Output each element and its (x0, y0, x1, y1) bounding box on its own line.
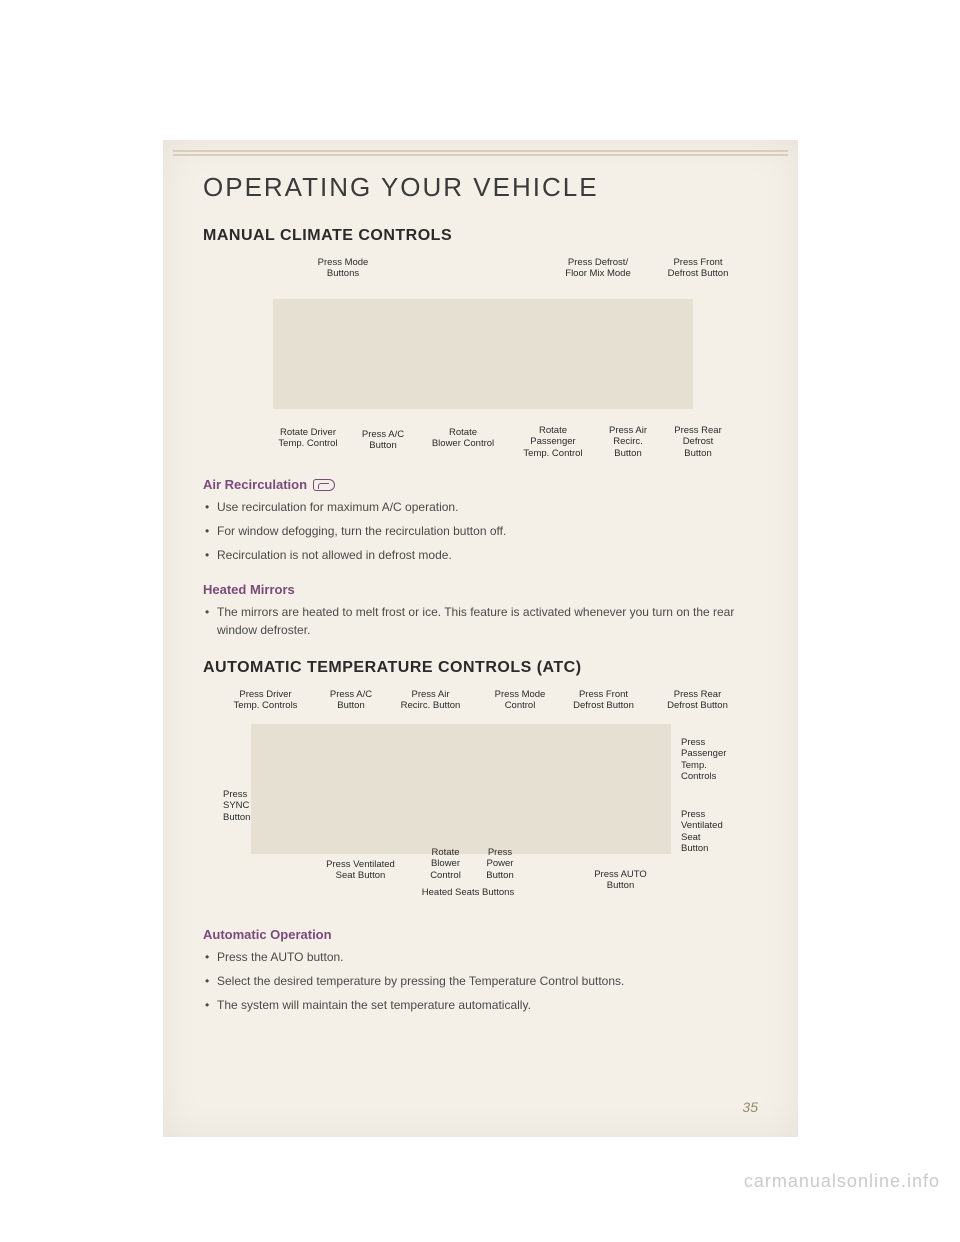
diagram-label: Press Rear Defrost Button (655, 689, 740, 712)
list-item: Use recirculation for maximum A/C operat… (217, 498, 758, 516)
watermark: carmanualsonline.info (744, 1171, 940, 1192)
diagram-label: Rotate Blower Control (418, 847, 473, 881)
diagram-label: Press Mode Control (485, 689, 555, 712)
diagram-label: Press A/C Button (321, 689, 381, 712)
diagram-label: Press Power Button (475, 847, 525, 881)
diagram-label: Press Front Defrost Button (561, 689, 646, 712)
bullets-automatic-operation: Press the AUTO button. Select the desired… (203, 948, 758, 1014)
subheading-text: Automatic Operation (203, 927, 332, 942)
bullets-heated-mirrors: The mirrors are heated to melt frost or … (203, 603, 758, 639)
diagram-label: Press SYNC Button (223, 789, 273, 823)
diagram-label: Press Front Defrost Button (653, 257, 743, 280)
diagram-label: Press A/C Button (353, 429, 413, 452)
diagram-atc: Press Driver Temp. Controls Press A/C But… (203, 689, 758, 907)
subheading-heated-mirrors: Heated Mirrors (203, 582, 758, 597)
list-item: The system will maintain the set tempera… (217, 996, 758, 1014)
diagram-label: Rotate Driver Temp. Control (268, 427, 348, 450)
diagram-label: Heated Seats Buttons (403, 887, 533, 898)
diagram-image-placeholder (251, 724, 671, 854)
diagram-label: Press Ventilated Seat Button (313, 859, 408, 882)
section-heading-atc: AUTOMATIC TEMPERATURE CONTROLS (ATC) (203, 659, 758, 677)
list-item: The mirrors are heated to melt frost or … (217, 603, 758, 639)
list-item: Select the desired temperature by pressi… (217, 972, 758, 990)
subheading-air-recirculation: Air Recirculation (203, 477, 758, 492)
list-item: Recirculation is not allowed in defrost … (217, 546, 758, 564)
subheading-text: Air Recirculation (203, 477, 307, 492)
subheading-automatic-operation: Automatic Operation (203, 927, 758, 942)
diagram-label: Rotate Blower Control (418, 427, 508, 450)
subheading-text: Heated Mirrors (203, 582, 295, 597)
page-number: 35 (742, 1099, 758, 1115)
diagram-label: Press Air Recirc. Button (388, 689, 473, 712)
diagram-label: Press Mode Buttons (303, 257, 383, 280)
diagram-manual-climate: Press Mode Buttons Press Defrost/ Floor M… (203, 257, 758, 457)
diagram-label: Press Passenger Temp. Controls (681, 737, 751, 783)
recirculation-icon (313, 479, 335, 491)
section-heading-manual-climate: MANUAL CLIMATE CONTROLS (203, 227, 758, 245)
manual-page: OPERATING YOUR VEHICLE MANUAL CLIMATE CO… (163, 140, 798, 1137)
bullets-air-recirculation: Use recirculation for maximum A/C operat… (203, 498, 758, 564)
page-header: OPERATING YOUR VEHICLE (203, 172, 758, 203)
diagram-label: Press Air Recirc. Button (598, 425, 658, 459)
diagram-image-placeholder (273, 299, 693, 409)
diagram-label: Press Rear Defrost Button (663, 425, 733, 459)
diagram-label: Press Defrost/ Floor Mix Mode (553, 257, 643, 280)
diagram-label: Press Driver Temp. Controls (223, 689, 308, 712)
diagram-label: Press Ventilated Seat Button (681, 809, 751, 855)
list-item: For window defogging, turn the recircula… (217, 522, 758, 540)
list-item: Press the AUTO button. (217, 948, 758, 966)
diagram-label: Press AUTO Button (583, 869, 658, 892)
diagram-label: Rotate Passenger Temp. Control (513, 425, 593, 459)
